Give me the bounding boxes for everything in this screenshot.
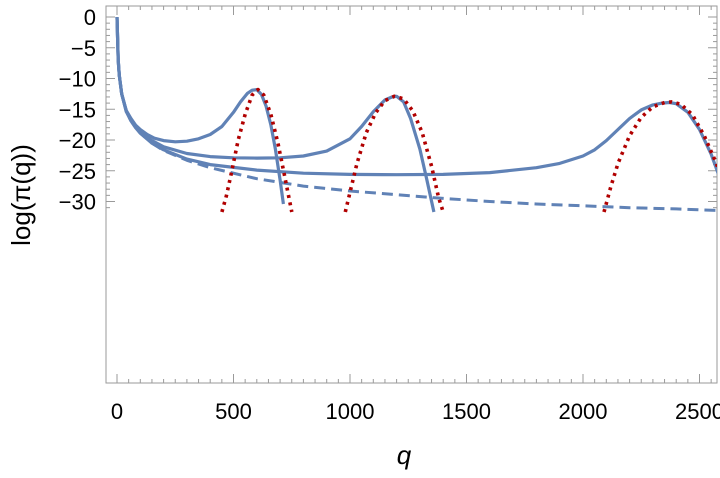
plot-frame <box>105 5 718 384</box>
y-axis-title: log(π(q)) <box>6 144 36 246</box>
y-tick-label: −20 <box>59 128 96 153</box>
x-tick-label: 0 <box>111 399 123 424</box>
x-tick-label: 2000 <box>559 399 608 424</box>
x-tick-label: 500 <box>215 399 252 424</box>
y-tick-label: −30 <box>59 190 96 215</box>
series-layer <box>115 16 717 213</box>
y-tick-label: −15 <box>59 97 96 122</box>
y-tick-label: −10 <box>59 67 96 92</box>
y-tick-label: −25 <box>59 159 96 184</box>
x-tick-label: 1500 <box>442 399 491 424</box>
series-dashed-line-4 <box>115 16 717 212</box>
axis-ticks <box>106 6 717 383</box>
y-tick-label: −5 <box>71 36 96 61</box>
tick-labels: 0 500 1000 1500 2000 2500 0 −5 −10 −15 −20 −25 −30 <box>59 5 720 424</box>
series-dotted-line-6 <box>343 94 445 213</box>
x-tick-label: 2500 <box>675 399 720 424</box>
y-tick-label: 0 <box>84 5 96 30</box>
series-solid-line-2 <box>115 16 436 213</box>
series-solid-line-3 <box>115 16 717 177</box>
series-dotted-line-7 <box>602 100 717 213</box>
plot-border <box>105 5 718 384</box>
x-tick-label: 1000 <box>326 399 375 424</box>
series-solid-line-1 <box>115 16 285 205</box>
x-axis-title: q <box>397 440 412 470</box>
